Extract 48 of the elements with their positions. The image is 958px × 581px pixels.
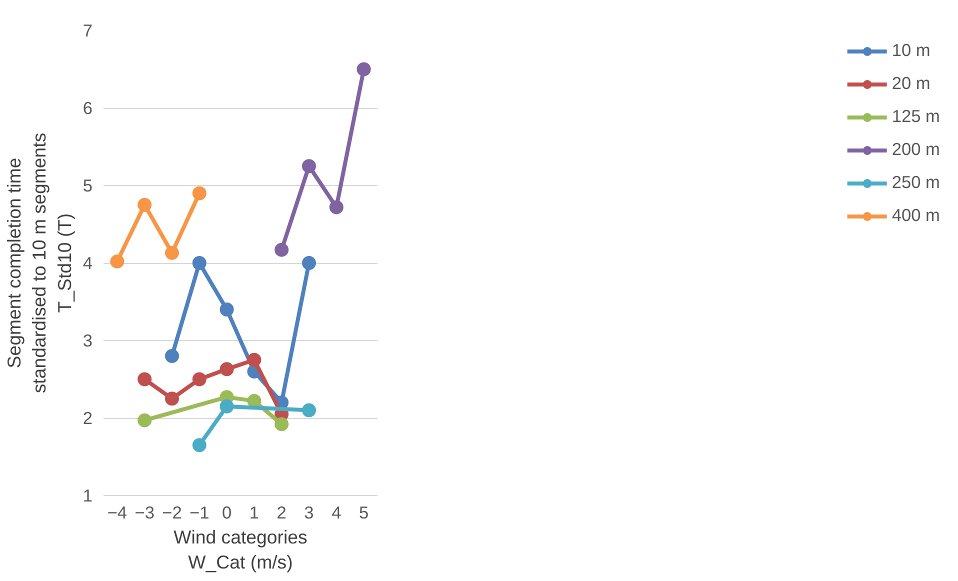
point — [274, 242, 289, 257]
point — [329, 200, 344, 214]
y-tick-label: 2 — [82, 408, 93, 428]
legend-label: 125 m — [892, 106, 940, 127]
legend-label: 400 m — [892, 205, 940, 226]
y-axis-title: Segment completion time standardised to 10 m segments T_Std10 (T) — [3, 132, 75, 394]
x-tick-label: 2 — [276, 502, 286, 522]
point — [247, 394, 262, 408]
point — [110, 254, 124, 268]
y-tick-label: 1 — [82, 486, 93, 506]
x-tick-label: 5 — [358, 502, 369, 522]
point — [192, 372, 206, 386]
point — [247, 352, 262, 367]
legend-label: 10 m — [892, 40, 930, 61]
point — [165, 349, 179, 363]
point — [302, 403, 316, 418]
point — [138, 372, 152, 386]
point — [356, 62, 371, 76]
y-tick-label: 3 — [82, 330, 93, 350]
y-tick-label: 7 — [82, 20, 93, 40]
y-tick-label: 6 — [82, 98, 93, 118]
x-tick-label: −4 — [107, 502, 128, 522]
y-tick-label: 4 — [82, 253, 93, 273]
x-axis-title: Wind categories W_Cat (m/s) — [174, 526, 308, 573]
y-tick-label: 5 — [82, 176, 93, 196]
point — [192, 438, 206, 452]
point — [302, 159, 316, 174]
point — [165, 246, 179, 260]
point — [220, 399, 234, 414]
x-tick-label: −3 — [134, 502, 154, 522]
x-tick-label: 0 — [222, 502, 232, 522]
legend-label: 250 m — [892, 172, 940, 193]
x-tick-label: 1 — [249, 502, 260, 522]
point — [274, 417, 289, 432]
point — [192, 186, 206, 200]
x-tick-label: −2 — [162, 502, 182, 522]
legend-label: 200 m — [892, 139, 940, 160]
x-tick-label: −1 — [190, 502, 210, 522]
point — [138, 413, 152, 428]
point — [165, 392, 179, 406]
point — [138, 198, 152, 212]
point — [192, 256, 206, 270]
x-tick-label: 4 — [332, 502, 342, 522]
point — [302, 256, 316, 270]
point — [220, 302, 234, 316]
point — [220, 362, 234, 376]
legend-label: 20 m — [892, 73, 930, 94]
x-tick-label: 3 — [304, 502, 314, 522]
